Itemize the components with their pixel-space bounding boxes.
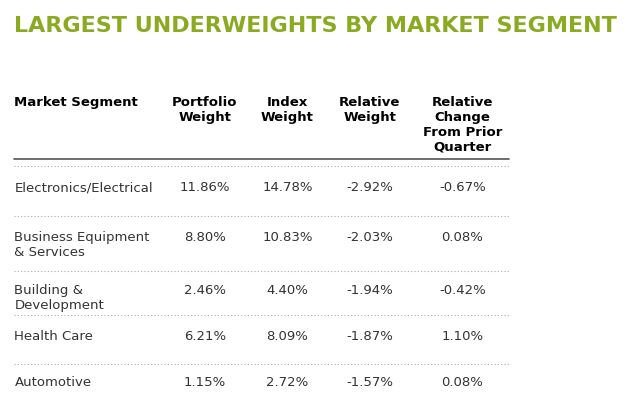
Text: 1.10%: 1.10%: [442, 330, 483, 343]
Text: Building &
Development: Building & Development: [15, 284, 104, 312]
Text: -2.92%: -2.92%: [346, 181, 393, 194]
Text: 8.09%: 8.09%: [266, 330, 308, 343]
Text: -0.67%: -0.67%: [439, 181, 486, 194]
Text: Relative
Weight: Relative Weight: [339, 96, 401, 124]
Text: Automotive: Automotive: [15, 376, 92, 389]
Text: -1.94%: -1.94%: [346, 284, 393, 297]
Text: 4.40%: 4.40%: [266, 284, 308, 297]
Text: -2.03%: -2.03%: [346, 231, 393, 244]
Text: Portfolio
Weight: Portfolio Weight: [172, 96, 237, 124]
Text: 1.15%: 1.15%: [184, 376, 226, 389]
Text: -1.87%: -1.87%: [346, 330, 393, 343]
Text: 6.21%: 6.21%: [184, 330, 226, 343]
Text: Relative
Change
From Prior
Quarter: Relative Change From Prior Quarter: [422, 96, 502, 154]
Text: LARGEST UNDERWEIGHTS BY MARKET SEGMENT: LARGEST UNDERWEIGHTS BY MARKET SEGMENT: [15, 16, 618, 36]
Text: 0.08%: 0.08%: [442, 231, 483, 244]
Text: -1.57%: -1.57%: [346, 376, 393, 389]
Text: 11.86%: 11.86%: [180, 181, 230, 194]
Text: Electronics/Electrical: Electronics/Electrical: [15, 181, 153, 194]
Text: 0.08%: 0.08%: [442, 376, 483, 389]
Text: 2.72%: 2.72%: [266, 376, 308, 389]
Text: 2.46%: 2.46%: [184, 284, 226, 297]
Text: Health Care: Health Care: [15, 330, 93, 343]
Text: Index
Weight: Index Weight: [261, 96, 314, 124]
Text: Business Equipment
& Services: Business Equipment & Services: [15, 231, 150, 259]
Text: 10.83%: 10.83%: [262, 231, 312, 244]
Text: 8.80%: 8.80%: [184, 231, 226, 244]
Text: 14.78%: 14.78%: [262, 181, 312, 194]
Text: -0.42%: -0.42%: [439, 284, 486, 297]
Text: Market Segment: Market Segment: [15, 96, 138, 109]
